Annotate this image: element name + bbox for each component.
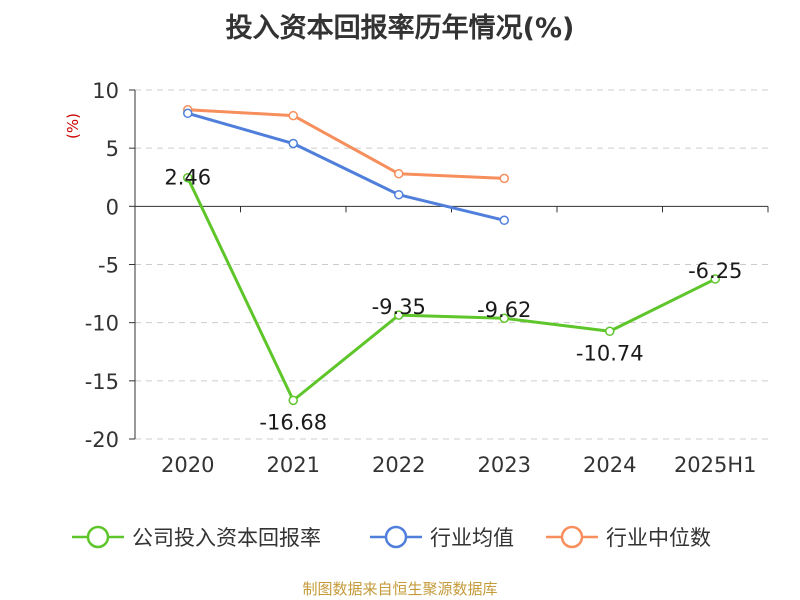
data-point [394,169,404,179]
y-tick-label: -10 [85,312,119,336]
data-label: -9.62 [477,298,531,322]
y-tick-label: -20 [85,428,119,452]
y-tick-label: 10 [92,79,119,103]
y-tick-label: 0 [106,195,119,219]
data-label: -9.35 [372,295,426,319]
data-point [394,189,404,200]
x-tick-label: 2023 [478,453,531,477]
data-point [288,395,298,406]
data-point [499,313,509,323]
data-point [183,172,193,183]
legend-label: 行业中位数 [606,526,711,550]
chart-title: 投入资本回报率历年情况(%) [225,13,575,44]
data-label: 2.46 [164,166,211,190]
data-point [288,110,298,121]
data-point [288,138,298,149]
data-point [710,274,720,284]
legend-label: 公司投入资本回报率 [132,526,321,550]
x-tick-label: 2021 [267,453,320,477]
data-point [499,215,509,226]
x-tick-label: 2022 [372,453,425,477]
y-axis-label: (%) [64,113,82,139]
data-point [499,173,509,184]
legend-marker [560,525,584,549]
data-point [183,108,193,119]
data-label: -16.68 [259,410,327,434]
data-label: -10.74 [576,341,644,365]
y-tick-label: 5 [106,137,119,161]
data-point [605,326,615,337]
x-tick-label: 2020 [161,453,214,477]
series-line [187,111,505,222]
data-source-note: 制图数据来自恒生聚源数据库 [302,580,498,598]
series-line [186,177,716,402]
x-tick-label: 2024 [583,453,636,477]
legend-marker [384,525,408,549]
series-line [187,108,505,180]
x-tick-label: 2025H1 [674,453,757,477]
legend-label: 行业均值 [430,526,514,550]
data-point [394,310,404,320]
y-tick-label: -5 [98,254,119,278]
y-tick-label: -15 [85,370,119,394]
data-label: -6.25 [688,259,742,283]
legend-marker [86,525,110,549]
